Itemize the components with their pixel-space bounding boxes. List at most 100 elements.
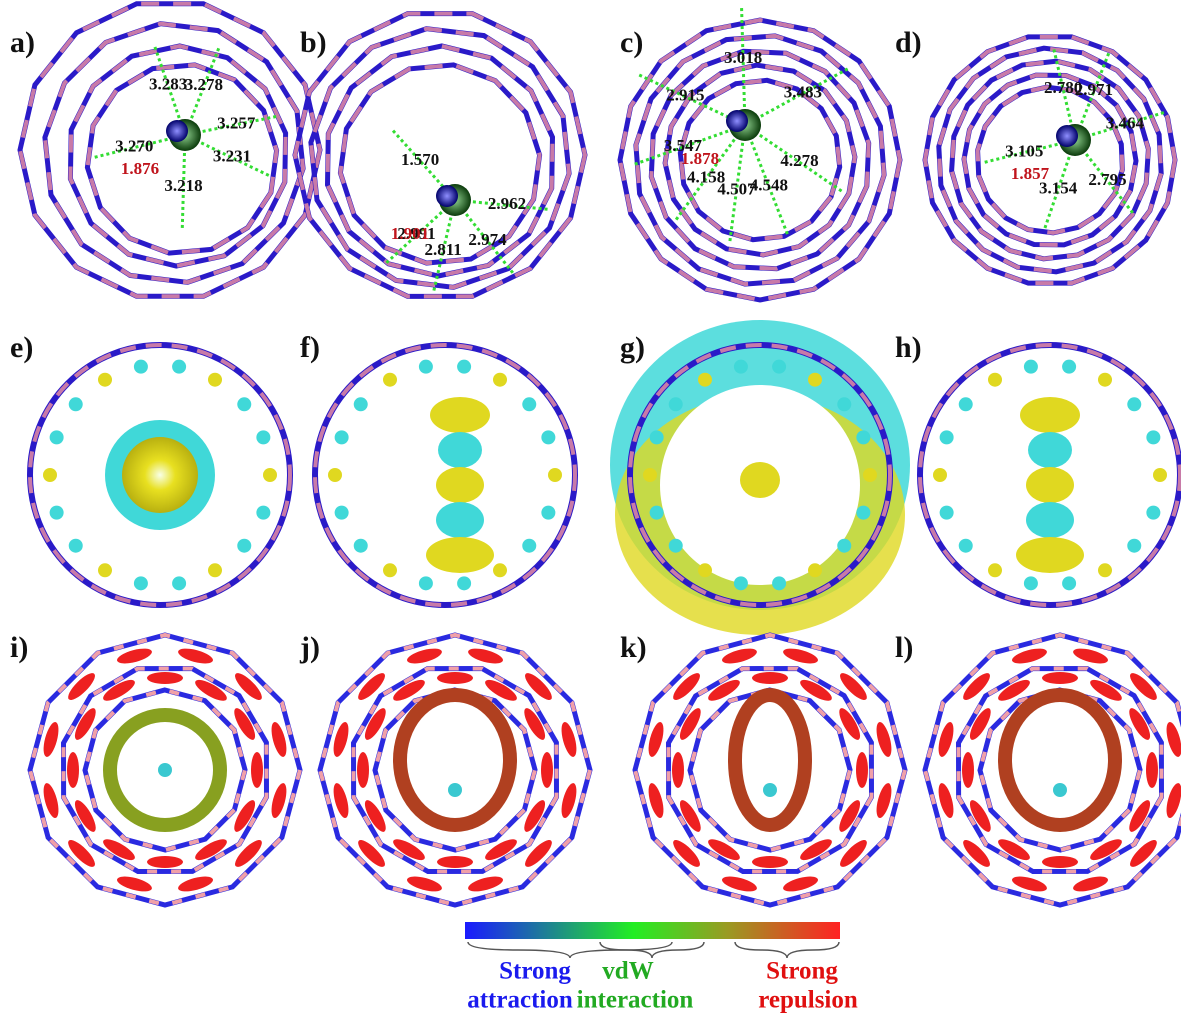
repulsion-ellipse: [963, 840, 990, 867]
isosurface-blob: [733, 576, 748, 591]
panel-label: c): [620, 26, 643, 59]
isosurface-blob: [808, 372, 822, 387]
tube-ring: [292, 11, 588, 299]
repulsion-ellipse: [147, 672, 183, 684]
distance-label: 3.464: [1106, 113, 1145, 132]
isosurface-blob: [49, 430, 64, 445]
isosurface-blob: [43, 468, 57, 482]
isosurface-blob: [328, 468, 342, 482]
contact-line: [1042, 139, 1077, 231]
isosurface-blob: [237, 397, 252, 412]
distance-label: 2.962: [488, 194, 526, 213]
isosurface: [122, 437, 198, 513]
tube-ring: [922, 34, 1178, 286]
isosurface: [426, 537, 494, 573]
isosurface-blob: [668, 538, 683, 553]
nci-surface: [728, 688, 812, 832]
cage-ring: [27, 632, 303, 908]
repulsion-ellipse: [673, 840, 700, 867]
repulsion-ellipse: [1130, 673, 1157, 700]
repulsion-ellipse: [752, 672, 788, 684]
repulsion-ellipse: [485, 679, 517, 701]
repulsion-ellipse: [235, 673, 262, 700]
repulsion-ellipse: [963, 673, 990, 700]
isosurface-blob: [383, 372, 397, 387]
isosurface-blob: [418, 359, 433, 374]
isosurface-blob: [383, 563, 397, 578]
contact-line: [184, 133, 272, 178]
repulsion-ellipse: [468, 648, 503, 664]
repulsion-ellipse: [839, 708, 861, 740]
isosurface-blob: [68, 397, 83, 412]
tube-ring: [17, 1, 323, 299]
repulsion-ellipse: [673, 673, 700, 700]
repulsion-ellipse: [358, 840, 385, 867]
isosurface-blob: [837, 538, 852, 553]
isosurface-blob: [939, 505, 954, 520]
isosurface-blob: [1023, 359, 1038, 374]
isosurface-blob: [1127, 397, 1142, 412]
panel-label: j): [299, 631, 320, 664]
brace: [467, 941, 673, 959]
repulsion-ellipse: [178, 648, 213, 664]
distance-label: 4.507: [717, 179, 756, 198]
tube-ring: [949, 59, 1151, 261]
isosurface-blob: [493, 563, 507, 578]
tube-ring: [313, 343, 577, 607]
repulsion-ellipse: [722, 876, 757, 892]
repulsion-ellipse: [1042, 856, 1078, 868]
repulsion-ellipse: [524, 708, 546, 740]
tube-ring: [648, 48, 872, 272]
tube-ring: [628, 343, 892, 607]
isosurface-blob: [772, 359, 787, 374]
isosurface-blob: [1146, 505, 1161, 520]
isosurface-blob: [133, 359, 148, 374]
repulsion-ellipse: [195, 679, 227, 701]
contact-line: [92, 133, 186, 160]
distance-label: 2.974: [468, 230, 507, 249]
nitrogen-atom: [726, 110, 748, 132]
isosurface-blob: [418, 576, 433, 591]
panel-label: f): [300, 331, 320, 364]
distance-label: 3.270: [115, 136, 153, 155]
contact-line: [739, 5, 747, 126]
repulsion-ellipse: [840, 673, 867, 700]
isosurface-blob: [68, 538, 83, 553]
isosurface-blob: [1023, 576, 1038, 591]
distance-label: 1.570: [401, 150, 439, 169]
brace: [734, 941, 840, 959]
contact-line: [743, 124, 790, 238]
repulsion-ellipse: [1012, 876, 1047, 892]
repulsion-ellipse: [358, 673, 385, 700]
repulsion-ellipse: [364, 708, 386, 740]
repulsion-ellipse: [1146, 752, 1158, 788]
repulsion-ellipse: [752, 856, 788, 868]
cage-ring: [82, 687, 248, 853]
isosurface-blob: [808, 563, 822, 578]
repulsion-ellipse: [672, 752, 684, 788]
tube-ring: [678, 78, 842, 242]
distance-label: 3.154: [1039, 178, 1078, 197]
isosurface-blob: [988, 372, 1002, 387]
contact-line: [635, 72, 746, 127]
repulsion-ellipse: [998, 839, 1030, 861]
repulsion-ellipse: [74, 800, 96, 832]
cage-ring: [955, 665, 1165, 875]
repulsion-ellipse: [679, 708, 701, 740]
repulsion-ellipse: [333, 783, 349, 818]
tube-ring: [42, 21, 306, 285]
nci-surface: [998, 688, 1122, 832]
isosurface-blob: [98, 563, 112, 578]
repulsion-ellipse: [969, 800, 991, 832]
distance-label: 2.915: [666, 86, 704, 105]
atom: [448, 783, 462, 797]
repulsion-ellipse: [800, 839, 832, 861]
isosurface-blob: [958, 538, 973, 553]
distance-label: 3.018: [724, 48, 762, 67]
repulsion-ellipse: [1073, 876, 1108, 892]
nci-surface: [103, 708, 227, 832]
nitrogen-atom: [436, 185, 458, 207]
tube-ring: [663, 63, 857, 257]
panel-label: b): [300, 26, 327, 59]
